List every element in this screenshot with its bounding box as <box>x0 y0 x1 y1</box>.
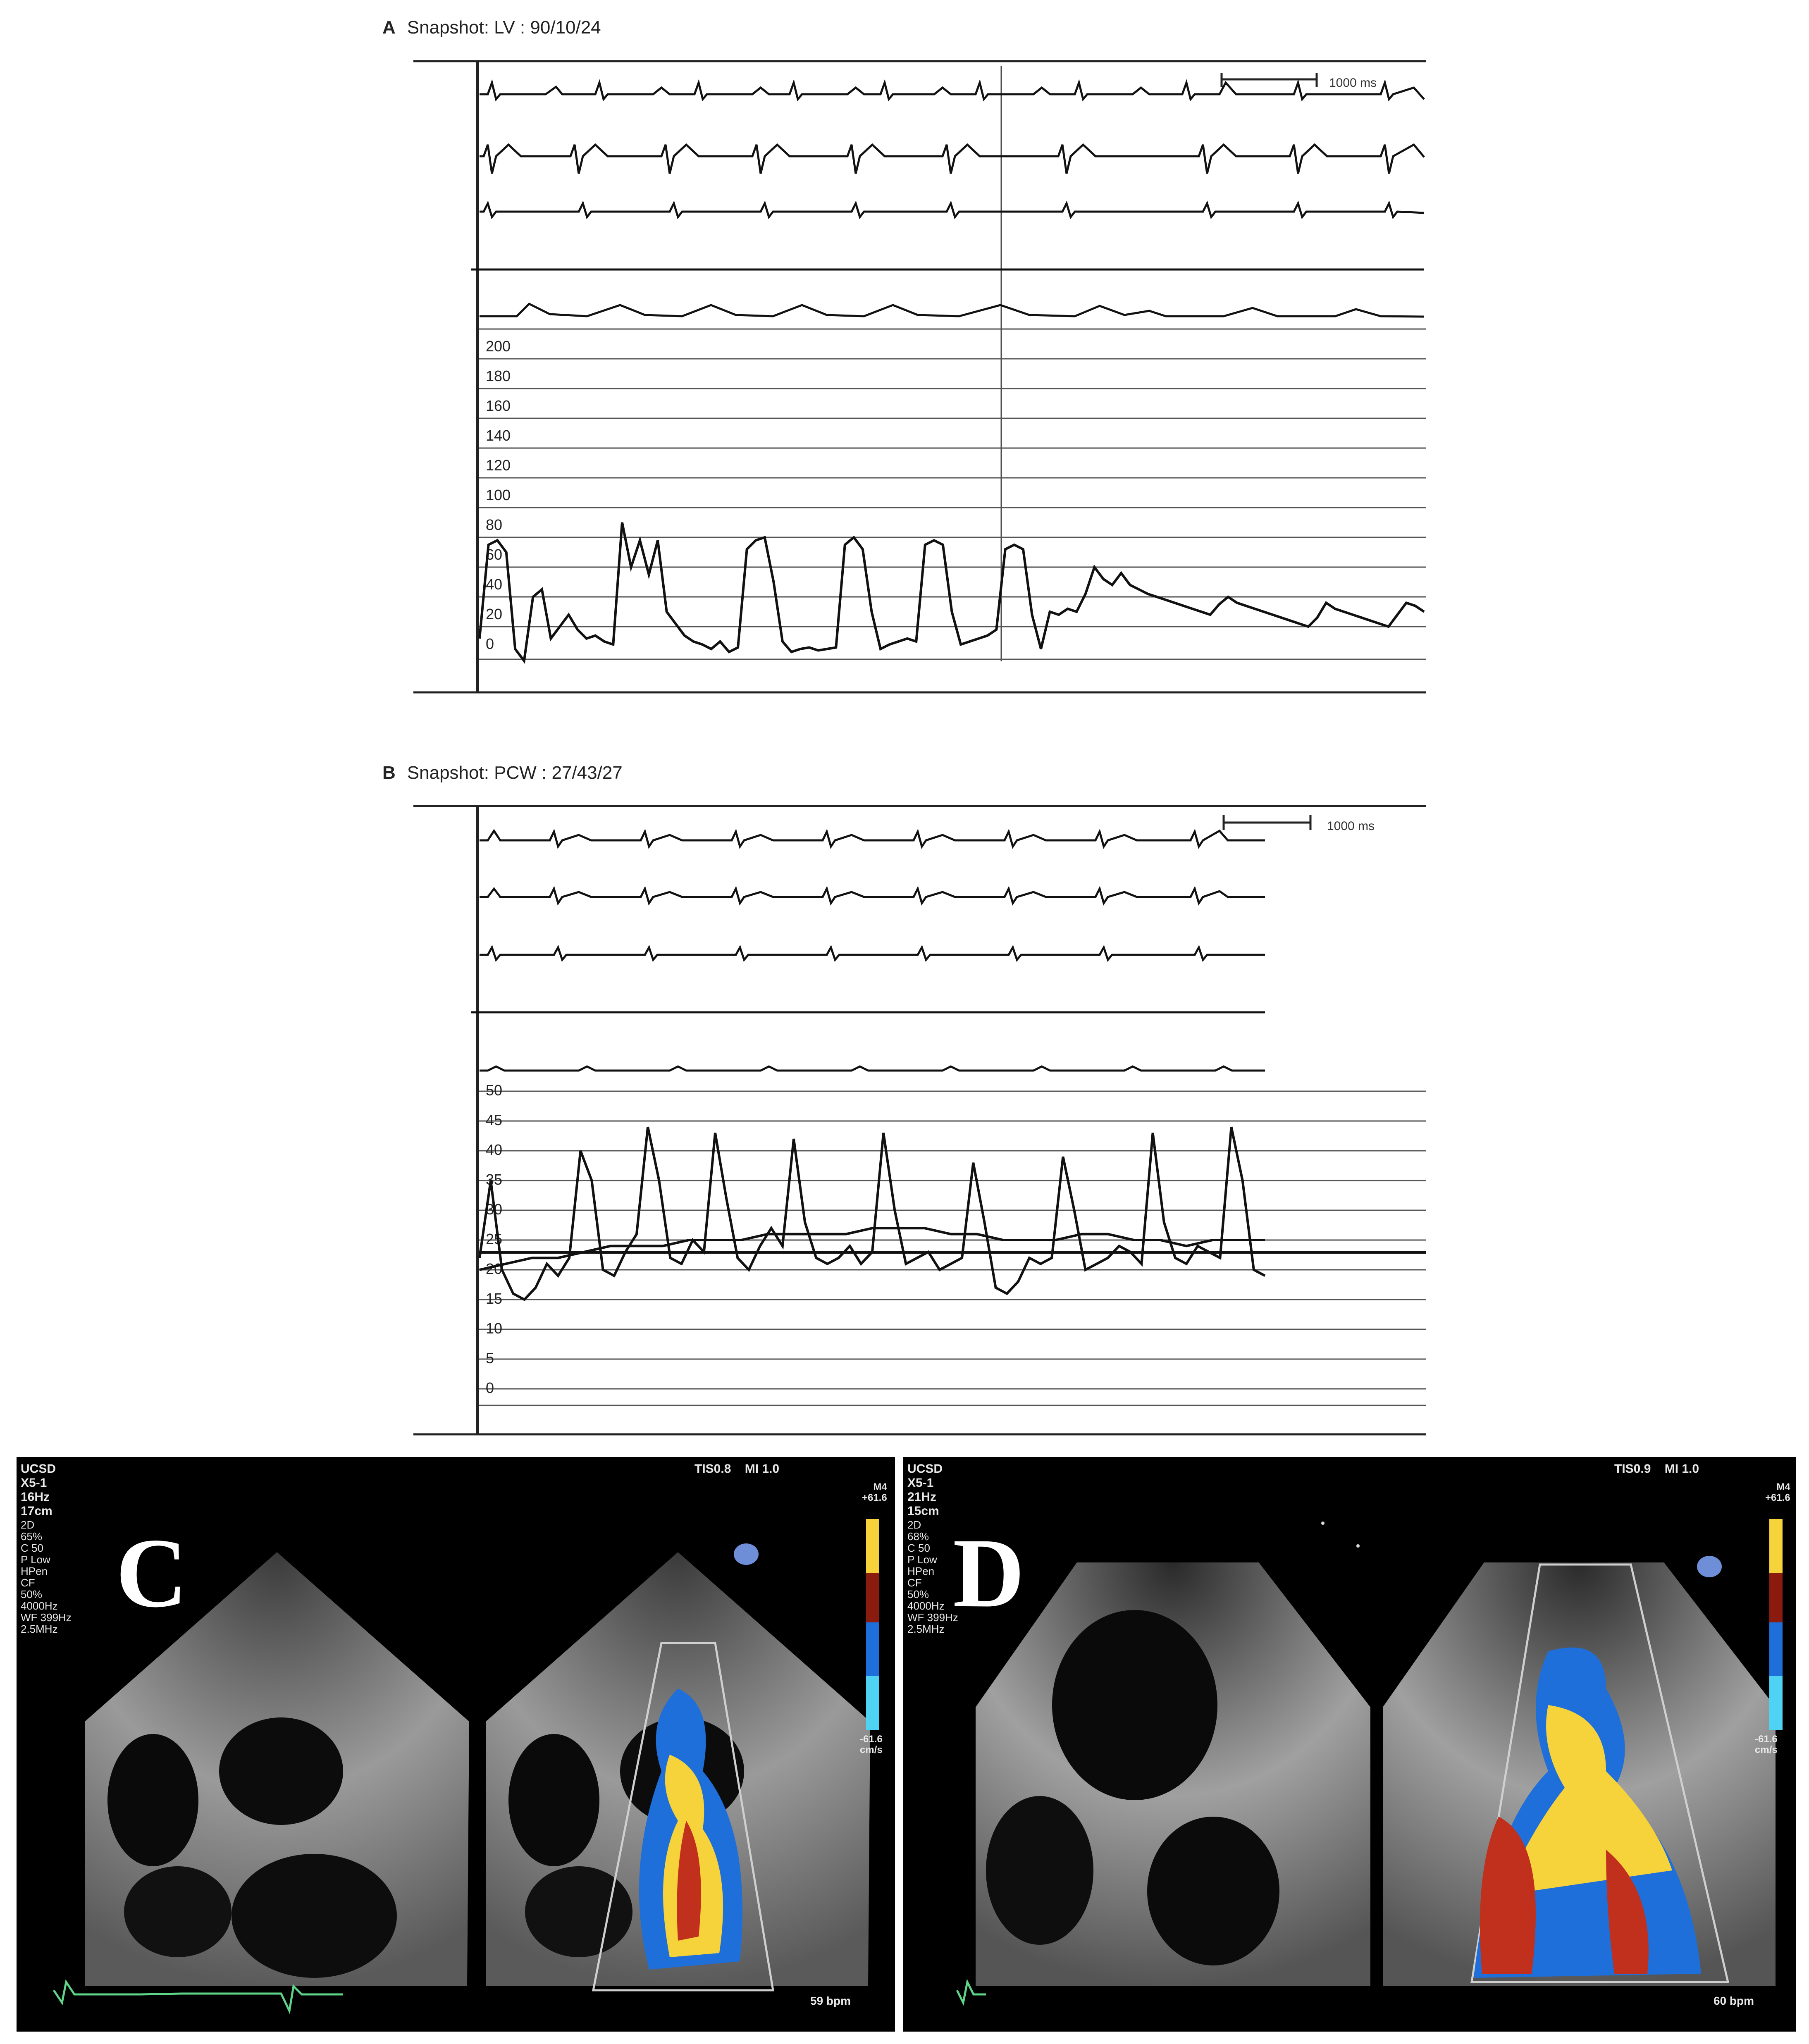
panel-a-title: A Snapshot: LV : 90/10/24 <box>382 17 601 38</box>
panel-a-tick: 40 <box>486 576 502 593</box>
panel-b-ecg-lead-5 <box>480 1065 1265 1072</box>
panel-a-tick: 160 <box>486 397 511 414</box>
panel-a-pressure-grid <box>479 328 1426 660</box>
panel-d-info-left: UCSD X5-1 21Hz 15cm <box>907 1462 943 1518</box>
panel-c-letter: C <box>116 1518 188 1628</box>
panel-b-tick: 35 <box>486 1171 502 1188</box>
panel-b-title-text: Snapshot: PCW : 27/43/27 <box>407 763 623 783</box>
panel-d-letter: D <box>953 1518 1025 1628</box>
panel-b-ecg-lead-3 <box>480 944 1265 962</box>
panel-d-info-left-settings: 2D 68% C 50 P Low HPen CF 50% 4000Hz WF … <box>907 1519 958 1635</box>
panel-b-title: B Snapshot: PCW : 27/43/27 <box>382 763 623 783</box>
panel-d-scale-bottom: -61.6 cm/s <box>1755 1734 1778 1755</box>
panel-a-ecg-lead-3 <box>480 200 1425 219</box>
panel-a-ecg-lead-5 <box>480 302 1425 318</box>
panel-d-ecg-strip <box>956 1979 986 2006</box>
panel-a-ecg-lead-2 <box>480 143 1425 174</box>
panel-b-scale-ticks: 50 45 40 35 30 25 20 15 10 5 0 <box>486 1082 502 1396</box>
panel-a-tick: 120 <box>486 457 511 474</box>
panel-c-info-left: UCSD X5-1 16Hz 17cm <box>21 1462 56 1518</box>
panel-a-title-text: Snapshot: LV : 90/10/24 <box>407 17 601 38</box>
panel-a-ecg-lead-1 <box>480 79 1425 102</box>
panel-b-letter: B <box>382 763 396 783</box>
panel-d-bpm: 60 bpm <box>1714 1994 1754 2007</box>
panel-a-tick: 140 <box>486 427 511 444</box>
panel-c-echo: UCSD X5-1 16Hz 17cm 2D 65% C 50 P Low HP… <box>17 1457 895 2032</box>
panel-c-bpm: 59 bpm <box>810 1994 851 2007</box>
panel-d-echo: UCSD X5-1 21Hz 15cm 2D 68% C 50 P Low HP… <box>903 1457 1796 2032</box>
panel-a-scale-label: 1000 ms <box>1329 76 1377 90</box>
panel-a-tick: 80 <box>486 516 502 533</box>
panel-d-info-right: TIS0.9 MI 1.0 <box>1614 1462 1699 1476</box>
panel-c-scale-top: M4 +61.6 <box>862 1481 887 1503</box>
panel-c-scale-bottom: -61.6 cm/s <box>860 1734 883 1755</box>
panel-a-tick: 200 <box>486 338 511 355</box>
panel-b-tick: 45 <box>486 1111 502 1128</box>
panel-b-scale-label: 1000 ms <box>1327 819 1375 833</box>
panel-c-info-right: TIS0.8 MI 1.0 <box>694 1462 780 1476</box>
panel-b-pcw-pressure-trace <box>478 1126 1266 1301</box>
panel-b-mean-pressure-trace <box>479 1227 1265 1271</box>
panel-b-tick: 15 <box>486 1290 502 1307</box>
panel-a-tracing: 1000 ms 200 180 160 140 120 100 80 60 40… <box>413 60 1426 694</box>
panel-b-ecg-lead-2 <box>480 886 1265 906</box>
panel-b-tracing: 1000 ms 50 45 40 35 30 25 20 15 10 5 0 <box>413 805 1426 1436</box>
panel-a-tick: 0 <box>486 635 494 652</box>
panel-a-scale-ticks: 200 180 160 140 120 100 80 60 40 20 0 <box>486 338 511 652</box>
panel-a-tick: 20 <box>486 606 502 623</box>
panel-d-echo-image <box>956 1519 1783 2006</box>
panel-b-ecg-lead-1 <box>480 828 1265 849</box>
panel-a-letter: A <box>382 17 396 38</box>
panel-c-info-left-settings: 2D 65% C 50 P Low HPen CF 50% 4000Hz WF … <box>21 1519 72 1635</box>
panel-b-tick: 5 <box>486 1350 494 1367</box>
panel-b-pressure-grid <box>479 1090 1426 1406</box>
panel-a-lv-pressure-trace <box>478 522 1425 664</box>
panel-d-scale-top: M4 +61.6 <box>1765 1481 1790 1503</box>
panel-b-tick: 0 <box>486 1379 494 1396</box>
panel-b-tick: 40 <box>486 1141 502 1158</box>
panel-a-tick: 100 <box>486 487 511 503</box>
panel-c-echo-image <box>53 1519 879 2015</box>
panel-b-tick: 50 <box>486 1082 502 1099</box>
panel-c-ecg-strip <box>53 1979 343 2015</box>
panel-b-tick: 10 <box>486 1320 502 1337</box>
panel-c-doppler-box <box>592 1642 774 1992</box>
panel-a-tick: 180 <box>486 367 511 384</box>
